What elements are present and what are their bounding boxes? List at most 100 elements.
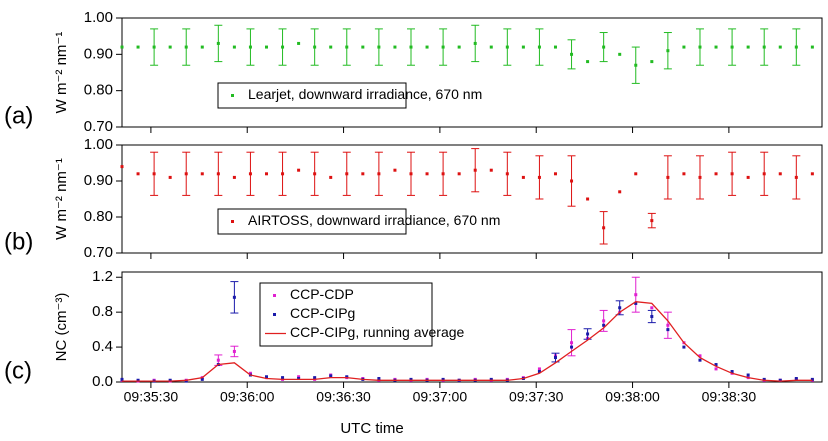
data-point — [618, 190, 622, 194]
data-point — [714, 363, 718, 367]
data-point — [361, 172, 365, 176]
y-axis-label: NC (cm⁻³) — [53, 293, 70, 362]
data-point — [232, 295, 236, 299]
data-point — [698, 354, 702, 358]
data-point — [168, 175, 172, 179]
legend-box — [217, 208, 407, 235]
data-point — [650, 60, 654, 64]
data-point — [441, 377, 445, 381]
data-point — [409, 45, 413, 49]
data-point — [489, 168, 493, 172]
data-point — [232, 45, 236, 49]
legend-swatch — [231, 94, 234, 97]
data-point — [489, 377, 493, 381]
data-point — [730, 370, 734, 374]
data-point — [441, 45, 445, 49]
y-tick-label: 0.4 — [92, 338, 113, 355]
data-point — [216, 172, 220, 176]
data-point — [248, 371, 252, 375]
data-point — [377, 377, 381, 381]
data-point — [329, 45, 333, 49]
legend-box — [217, 82, 407, 109]
data-point — [281, 376, 285, 380]
data-point — [730, 45, 734, 49]
y-tick-label: 0.80 — [84, 208, 113, 225]
data-point — [441, 172, 445, 176]
running-average-line — [122, 301, 813, 382]
data-point — [136, 172, 140, 176]
data-point — [473, 41, 477, 45]
data-point — [553, 45, 557, 49]
data-point — [377, 172, 381, 176]
data-point — [570, 341, 574, 345]
data-point — [505, 45, 509, 49]
legend-swatch — [273, 294, 276, 297]
data-point — [505, 172, 509, 176]
data-point — [264, 375, 268, 379]
data-point — [810, 172, 814, 176]
data-point — [698, 358, 702, 362]
data-point — [152, 45, 156, 49]
x-tick-label: 09:35:30 — [124, 389, 179, 405]
data-point — [714, 172, 718, 176]
legend-label: AIRTOSS, downward irradiance, 670 nm — [248, 212, 500, 228]
data-point — [248, 45, 252, 49]
data-point — [168, 45, 172, 49]
data-point — [345, 375, 349, 379]
y-tick-label: 1.00 — [84, 136, 113, 153]
data-point — [570, 179, 574, 183]
y-axis-label: W m⁻² nm⁻¹ — [53, 32, 70, 114]
data-point — [762, 45, 766, 49]
data-point — [184, 45, 188, 49]
data-point — [553, 356, 557, 360]
data-point — [264, 45, 268, 49]
x-tick-label: 09:36:00 — [220, 389, 275, 405]
y-tick-label: 0.90 — [84, 172, 113, 189]
data-point — [152, 172, 156, 176]
data-point — [136, 378, 140, 382]
data-point — [248, 172, 252, 176]
plot-frame — [121, 144, 823, 254]
data-point — [666, 328, 670, 332]
data-point — [216, 41, 220, 45]
data-point — [778, 172, 782, 176]
data-point — [650, 306, 654, 310]
data-point — [634, 172, 638, 176]
legend-swatch — [231, 220, 234, 223]
data-point — [184, 379, 188, 383]
plot-frame — [121, 17, 823, 128]
data-point — [698, 45, 702, 49]
data-point — [264, 172, 268, 176]
data-point — [650, 315, 654, 319]
data-point — [297, 41, 301, 45]
x-axis-label: UTC time — [340, 420, 403, 436]
data-point — [553, 172, 557, 176]
data-point — [313, 172, 317, 176]
panel-label: (c) — [4, 357, 32, 384]
data-point — [714, 367, 718, 371]
panel-label: (a) — [4, 102, 33, 129]
data-point — [537, 370, 541, 374]
data-point — [666, 175, 670, 179]
data-point — [120, 377, 124, 381]
data-point — [200, 45, 204, 49]
data-point — [168, 378, 172, 382]
data-point — [329, 175, 333, 179]
data-point — [682, 172, 686, 176]
data-point — [537, 45, 541, 49]
data-point — [521, 45, 525, 49]
data-point — [762, 172, 766, 176]
data-point — [297, 168, 301, 172]
y-tick-label: 1.00 — [84, 9, 113, 26]
data-point — [634, 301, 638, 305]
x-tick-label: 09:38:30 — [702, 389, 757, 405]
data-point — [570, 345, 574, 349]
data-point — [377, 45, 381, 49]
data-point — [537, 367, 541, 371]
data-point — [602, 323, 606, 327]
data-point — [778, 45, 782, 49]
y-tick-label: 0.70 — [84, 118, 113, 135]
data-point — [425, 172, 429, 176]
data-point — [602, 319, 606, 323]
